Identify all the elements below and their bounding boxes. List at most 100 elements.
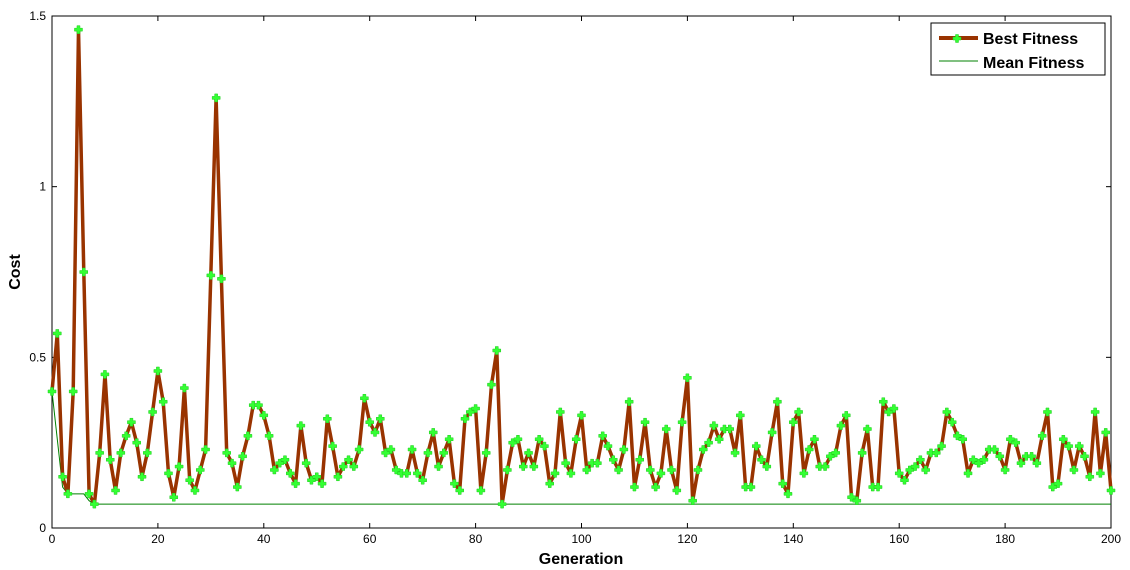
data-point-best-fitness bbox=[900, 475, 909, 485]
legend-label-mean-fitness: Mean Fitness bbox=[983, 55, 1084, 72]
data-point-best-fitness bbox=[889, 404, 899, 413]
data-point-best-fitness bbox=[68, 387, 78, 396]
data-point-best-fitness bbox=[1069, 465, 1079, 475]
x-tick-label: 40 bbox=[257, 532, 271, 546]
data-point-best-fitness bbox=[1053, 479, 1063, 488]
data-point-best-fitness bbox=[836, 421, 846, 430]
data-point-best-fitness bbox=[545, 479, 554, 488]
data-point-best-fitness bbox=[683, 373, 692, 383]
data-point-best-fitness bbox=[376, 414, 385, 424]
data-point-best-fitness bbox=[556, 407, 565, 417]
data-point-best-fitness bbox=[831, 448, 840, 458]
data-point-best-fitness bbox=[333, 472, 343, 482]
data-point-best-fitness bbox=[646, 465, 655, 475]
data-point-best-fitness bbox=[164, 469, 173, 478]
data-point-best-fitness bbox=[1074, 441, 1084, 451]
data-point-best-fitness bbox=[360, 394, 369, 403]
x-tick-label: 120 bbox=[677, 532, 697, 546]
data-point-best-fitness bbox=[804, 445, 814, 454]
data-point-best-fitness bbox=[730, 448, 740, 458]
data-point-best-fitness bbox=[111, 486, 120, 495]
data-point-best-fitness bbox=[677, 417, 687, 427]
data-point-best-fitness bbox=[1000, 465, 1010, 475]
data-point-best-fitness bbox=[571, 435, 581, 444]
legend-label-best-fitness: Best Fitness bbox=[983, 31, 1078, 48]
x-axis-label: Generation bbox=[539, 551, 623, 568]
data-point-best-fitness bbox=[799, 469, 809, 478]
data-point-best-fitness bbox=[344, 455, 353, 464]
y-tick-label: 0.5 bbox=[29, 350, 46, 364]
data-point-best-fitness bbox=[291, 479, 300, 488]
data-point-best-fitness bbox=[196, 465, 205, 475]
data-point-best-fitness bbox=[487, 380, 496, 389]
data-point-best-fitness bbox=[937, 441, 946, 451]
data-point-best-fitness bbox=[270, 465, 279, 475]
data-point-best-fitness bbox=[894, 469, 904, 478]
data-point-best-fitness bbox=[100, 370, 110, 379]
data-point-best-fitness bbox=[264, 431, 274, 441]
data-point-best-fitness bbox=[503, 465, 512, 475]
data-point-best-fitness bbox=[53, 329, 62, 338]
data-point-best-fitness bbox=[466, 407, 475, 417]
data-point-best-fitness bbox=[566, 469, 576, 478]
data-point-best-fitness bbox=[979, 455, 989, 464]
data-point-best-fitness bbox=[148, 407, 157, 417]
x-tick-label: 160 bbox=[889, 532, 909, 546]
data-point-best-fitness bbox=[492, 346, 502, 355]
data-point-best-fitness bbox=[338, 462, 348, 471]
legend-box bbox=[930, 22, 1106, 76]
data-point-best-fitness bbox=[524, 448, 533, 458]
data-point-best-fitness bbox=[1059, 435, 1068, 444]
data-point-best-fitness bbox=[63, 489, 73, 499]
data-point-best-fitness bbox=[105, 455, 115, 464]
data-point-best-fitness bbox=[174, 462, 184, 471]
data-point-best-fitness bbox=[328, 441, 337, 451]
data-point-best-fitness bbox=[932, 448, 941, 458]
data-point-best-fitness bbox=[143, 448, 152, 458]
data-point-best-fitness bbox=[921, 465, 930, 475]
y-tick-label: 0 bbox=[39, 521, 46, 535]
data-point-best-fitness bbox=[444, 435, 454, 444]
data-point-best-fitness bbox=[407, 445, 417, 454]
data-point-best-fitness bbox=[169, 493, 179, 502]
data-point-best-fitness bbox=[1037, 431, 1047, 441]
data-point-best-fitness bbox=[286, 469, 295, 478]
data-point-best-fitness bbox=[736, 411, 745, 420]
data-point-best-fitness bbox=[789, 417, 798, 427]
data-point-best-fitness bbox=[455, 486, 464, 495]
data-point-best-fitness bbox=[428, 428, 438, 437]
data-point-best-fitness bbox=[910, 462, 920, 471]
data-point-best-fitness bbox=[74, 25, 83, 34]
x-tick-label: 180 bbox=[995, 532, 1015, 546]
x-tick-label: 60 bbox=[363, 532, 377, 546]
data-point-best-fitness bbox=[873, 482, 883, 492]
data-point-best-fitness bbox=[709, 421, 719, 430]
data-point-best-fitness bbox=[778, 479, 787, 488]
data-point-best-fitness bbox=[217, 274, 226, 284]
data-point-best-fitness bbox=[127, 417, 136, 427]
data-point-best-fitness bbox=[354, 445, 364, 454]
data-point-best-fitness bbox=[180, 383, 189, 393]
data-point-best-fitness bbox=[826, 452, 835, 461]
data-point-best-fitness bbox=[1048, 482, 1058, 492]
data-point-best-fitness bbox=[630, 482, 639, 492]
data-point-best-fitness bbox=[947, 417, 957, 427]
data-point-best-fitness bbox=[211, 93, 221, 103]
data-point-best-fitness bbox=[370, 428, 380, 437]
data-point-best-fitness bbox=[137, 472, 147, 482]
data-point-best-fitness bbox=[323, 414, 332, 424]
data-point-best-fitness bbox=[699, 445, 708, 454]
tick-labels: 0 20 40 60 80 100 120 140 160 180 200 0 0.5 1 1.5 bbox=[29, 9, 1121, 546]
data-point-best-fitness bbox=[381, 448, 390, 458]
data-point-best-fitness bbox=[233, 482, 242, 492]
data-point-best-fitness bbox=[1027, 452, 1036, 461]
data-point-best-fitness bbox=[460, 414, 470, 424]
data-point-best-fitness bbox=[916, 455, 925, 464]
data-point-best-fitness bbox=[704, 438, 713, 447]
marker-layer bbox=[47, 25, 1116, 509]
data-point-best-fitness bbox=[519, 462, 528, 471]
data-point-best-fitness bbox=[958, 435, 967, 444]
data-point-best-fitness bbox=[349, 462, 359, 471]
data-point-best-fitness bbox=[688, 496, 697, 505]
